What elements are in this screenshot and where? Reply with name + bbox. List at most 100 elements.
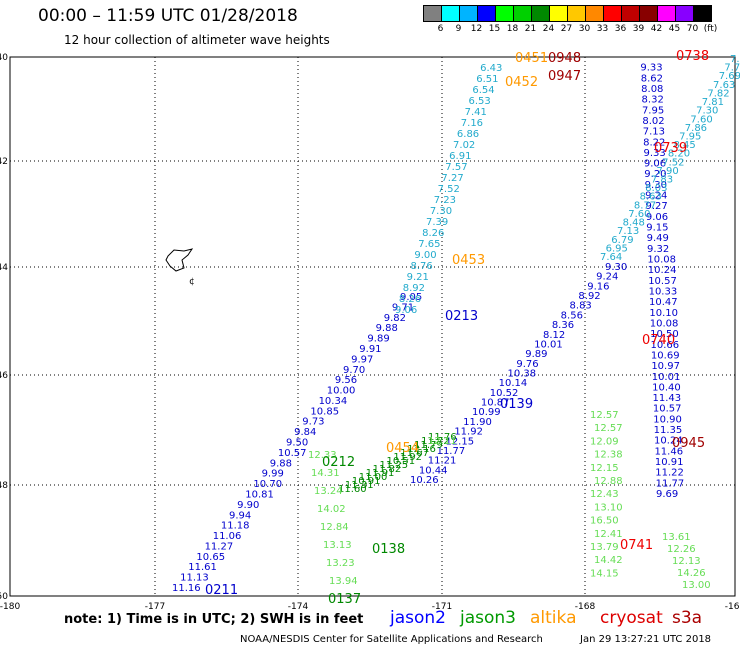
wave-height-value: 9.70 — [343, 365, 365, 376]
wave-height-value: 9.91 — [359, 344, 381, 355]
wave-height-value: 10.97 — [651, 361, 680, 372]
wave-height-value: 11.91 — [366, 468, 395, 479]
wave-height-value: 12.15 — [445, 436, 474, 447]
wave-height-value: 9.33 — [640, 63, 662, 74]
wave-height-value: 7.16 — [461, 118, 483, 129]
wave-height-value: 7.13 — [643, 127, 665, 138]
wave-height-value: 11.13 — [180, 573, 209, 584]
wave-height-value: 9.30 — [645, 180, 667, 191]
wave-height-value: 10.14 — [499, 378, 528, 389]
wave-height-value: 10.10 — [649, 308, 678, 319]
wave-height-value: 9.24 — [596, 272, 618, 283]
wave-height-value: 10.50 — [650, 329, 679, 340]
wave-height-value: 7.78 — [724, 63, 740, 74]
wave-height-value: 8.02 — [642, 116, 664, 127]
longitude-label: -177 — [145, 602, 165, 612]
wave-height-value: 12.57 — [590, 410, 619, 421]
wave-height-value: 11.72 — [421, 436, 450, 447]
color-scale-label: 24 — [542, 24, 555, 34]
color-scale-label: 39 — [632, 24, 645, 34]
generation-timestamp: Jan 29 13:27:21 UTC 2018 — [580, 634, 712, 645]
wave-height-value: 7.30 — [430, 206, 452, 217]
longitude-label: -180 — [0, 602, 20, 612]
wave-height-value: 7.83 — [651, 175, 673, 186]
wave-height-value: 8.26 — [399, 294, 421, 305]
longitude-label: -174 — [288, 602, 309, 612]
color-scale-label: 30 — [578, 24, 591, 34]
wave-height-value: 7.30 — [696, 106, 718, 117]
wave-height-value: 7.57 — [445, 162, 467, 173]
color-scale-label: 27 — [560, 24, 573, 34]
map-title: 00:00 – 11:59 UTC 01/28/2018 — [38, 6, 298, 26]
wave-height-value: 10.91 — [352, 476, 381, 487]
color-swatch: 21 — [513, 5, 536, 34]
wave-height-value: 11.31 — [345, 480, 374, 491]
wave-height-value: 9.30 — [605, 262, 627, 273]
wave-height-value: 13.94 — [329, 576, 358, 587]
latitude-label: -50 — [0, 592, 8, 602]
wave-height-value: 10.01 — [652, 372, 681, 383]
latitude-label: -44 — [0, 263, 8, 273]
wave-height-value: 10.34 — [319, 396, 348, 407]
wave-height-value: 10.57 — [653, 404, 682, 415]
wave-height-value: 7.95 — [679, 131, 701, 142]
wave-height-value: 10.38 — [508, 369, 537, 380]
wave-height-value: 11.18 — [221, 521, 250, 532]
wave-height-value: 9.69 — [656, 489, 678, 500]
pass-time-label: 0948 — [548, 51, 581, 66]
pass-time-label: 0138 — [372, 542, 405, 557]
wave-height-value: 9.15 — [646, 223, 668, 234]
wave-height-value: 7.82 — [707, 88, 729, 99]
wave-height-value: 8.92 — [403, 283, 425, 294]
wave-height-value: 9.71 — [392, 302, 414, 313]
wave-height-value: 10.08 — [647, 255, 676, 266]
wave-height-value: 9.33 — [644, 148, 666, 159]
wave-height-value: 9.76 — [516, 359, 538, 370]
wave-height-value: 10.24 — [654, 436, 683, 447]
wave-height-value: 11.79 — [414, 440, 443, 451]
island-label: ¢ — [189, 277, 195, 287]
wave-height-value: 10.87 — [481, 398, 510, 409]
wave-height-value: 9.00 — [414, 250, 436, 261]
wave-height-value: 12.15 — [590, 463, 619, 474]
pass-time-label: 0454 — [386, 441, 419, 456]
legend-s3a: s3a — [672, 608, 703, 628]
island-outline — [165, 248, 194, 272]
wave-height-value: 7.63 — [713, 80, 735, 91]
color-scale-legend: 6 9 12 15 18 21 24 27 30 33 36 39 42 45 70 (ft) — [423, 5, 717, 34]
pass-time-label: 0738 — [676, 49, 709, 64]
wave-height-value: 9.99 — [262, 469, 284, 480]
wave-height-value: 7.52 — [662, 157, 684, 168]
wave-height-value: 11.27 — [205, 541, 234, 552]
wave-height-value: 12.57 — [594, 423, 623, 434]
wave-height-value: 12.43 — [590, 489, 619, 500]
pass-time-label: 0740 — [642, 333, 675, 348]
wave-height-value: 7.60 — [690, 114, 712, 125]
wave-height-value: 6.91 — [449, 151, 471, 162]
wave-height-value: 14.42 — [594, 555, 623, 566]
wave-height-value: 7.02 — [453, 140, 475, 151]
latitude-label: -42 — [0, 157, 8, 167]
wave-height-value: 9.21 — [407, 272, 429, 283]
map-subtitle: 12 hour collection of altimeter wave hei… — [64, 33, 330, 47]
wave-height-value: 11.92 — [454, 427, 483, 438]
wave-height-value: 14.02 — [317, 504, 346, 515]
wave-height-value: 9.20 — [644, 169, 666, 180]
wave-height-value: 8.26 — [422, 228, 444, 239]
wave-height-value: 9.89 — [525, 349, 547, 360]
wave-height-value: 14.31 — [311, 468, 340, 479]
wave-height-value: 10.69 — [651, 350, 680, 361]
pass-time-label: 0211 — [205, 583, 238, 598]
color-swatch: (ft) — [693, 5, 717, 34]
wave-height-value: 10.90 — [653, 414, 682, 425]
wave-height-value: 11.92 — [393, 452, 422, 463]
legend-jason3: jason3 — [460, 608, 516, 628]
wave-height-value: 8.20 — [668, 149, 690, 160]
wave-height-value: 8.12 — [543, 330, 565, 341]
wave-height-value: 10.08 — [650, 318, 679, 329]
wave-height-value: 12.09 — [590, 436, 619, 447]
map-frame — [9, 56, 736, 597]
wave-height-value: 10.51 — [386, 456, 415, 467]
wave-height-value: 9.49 — [647, 233, 669, 244]
latitude-label: -46 — [0, 371, 8, 381]
